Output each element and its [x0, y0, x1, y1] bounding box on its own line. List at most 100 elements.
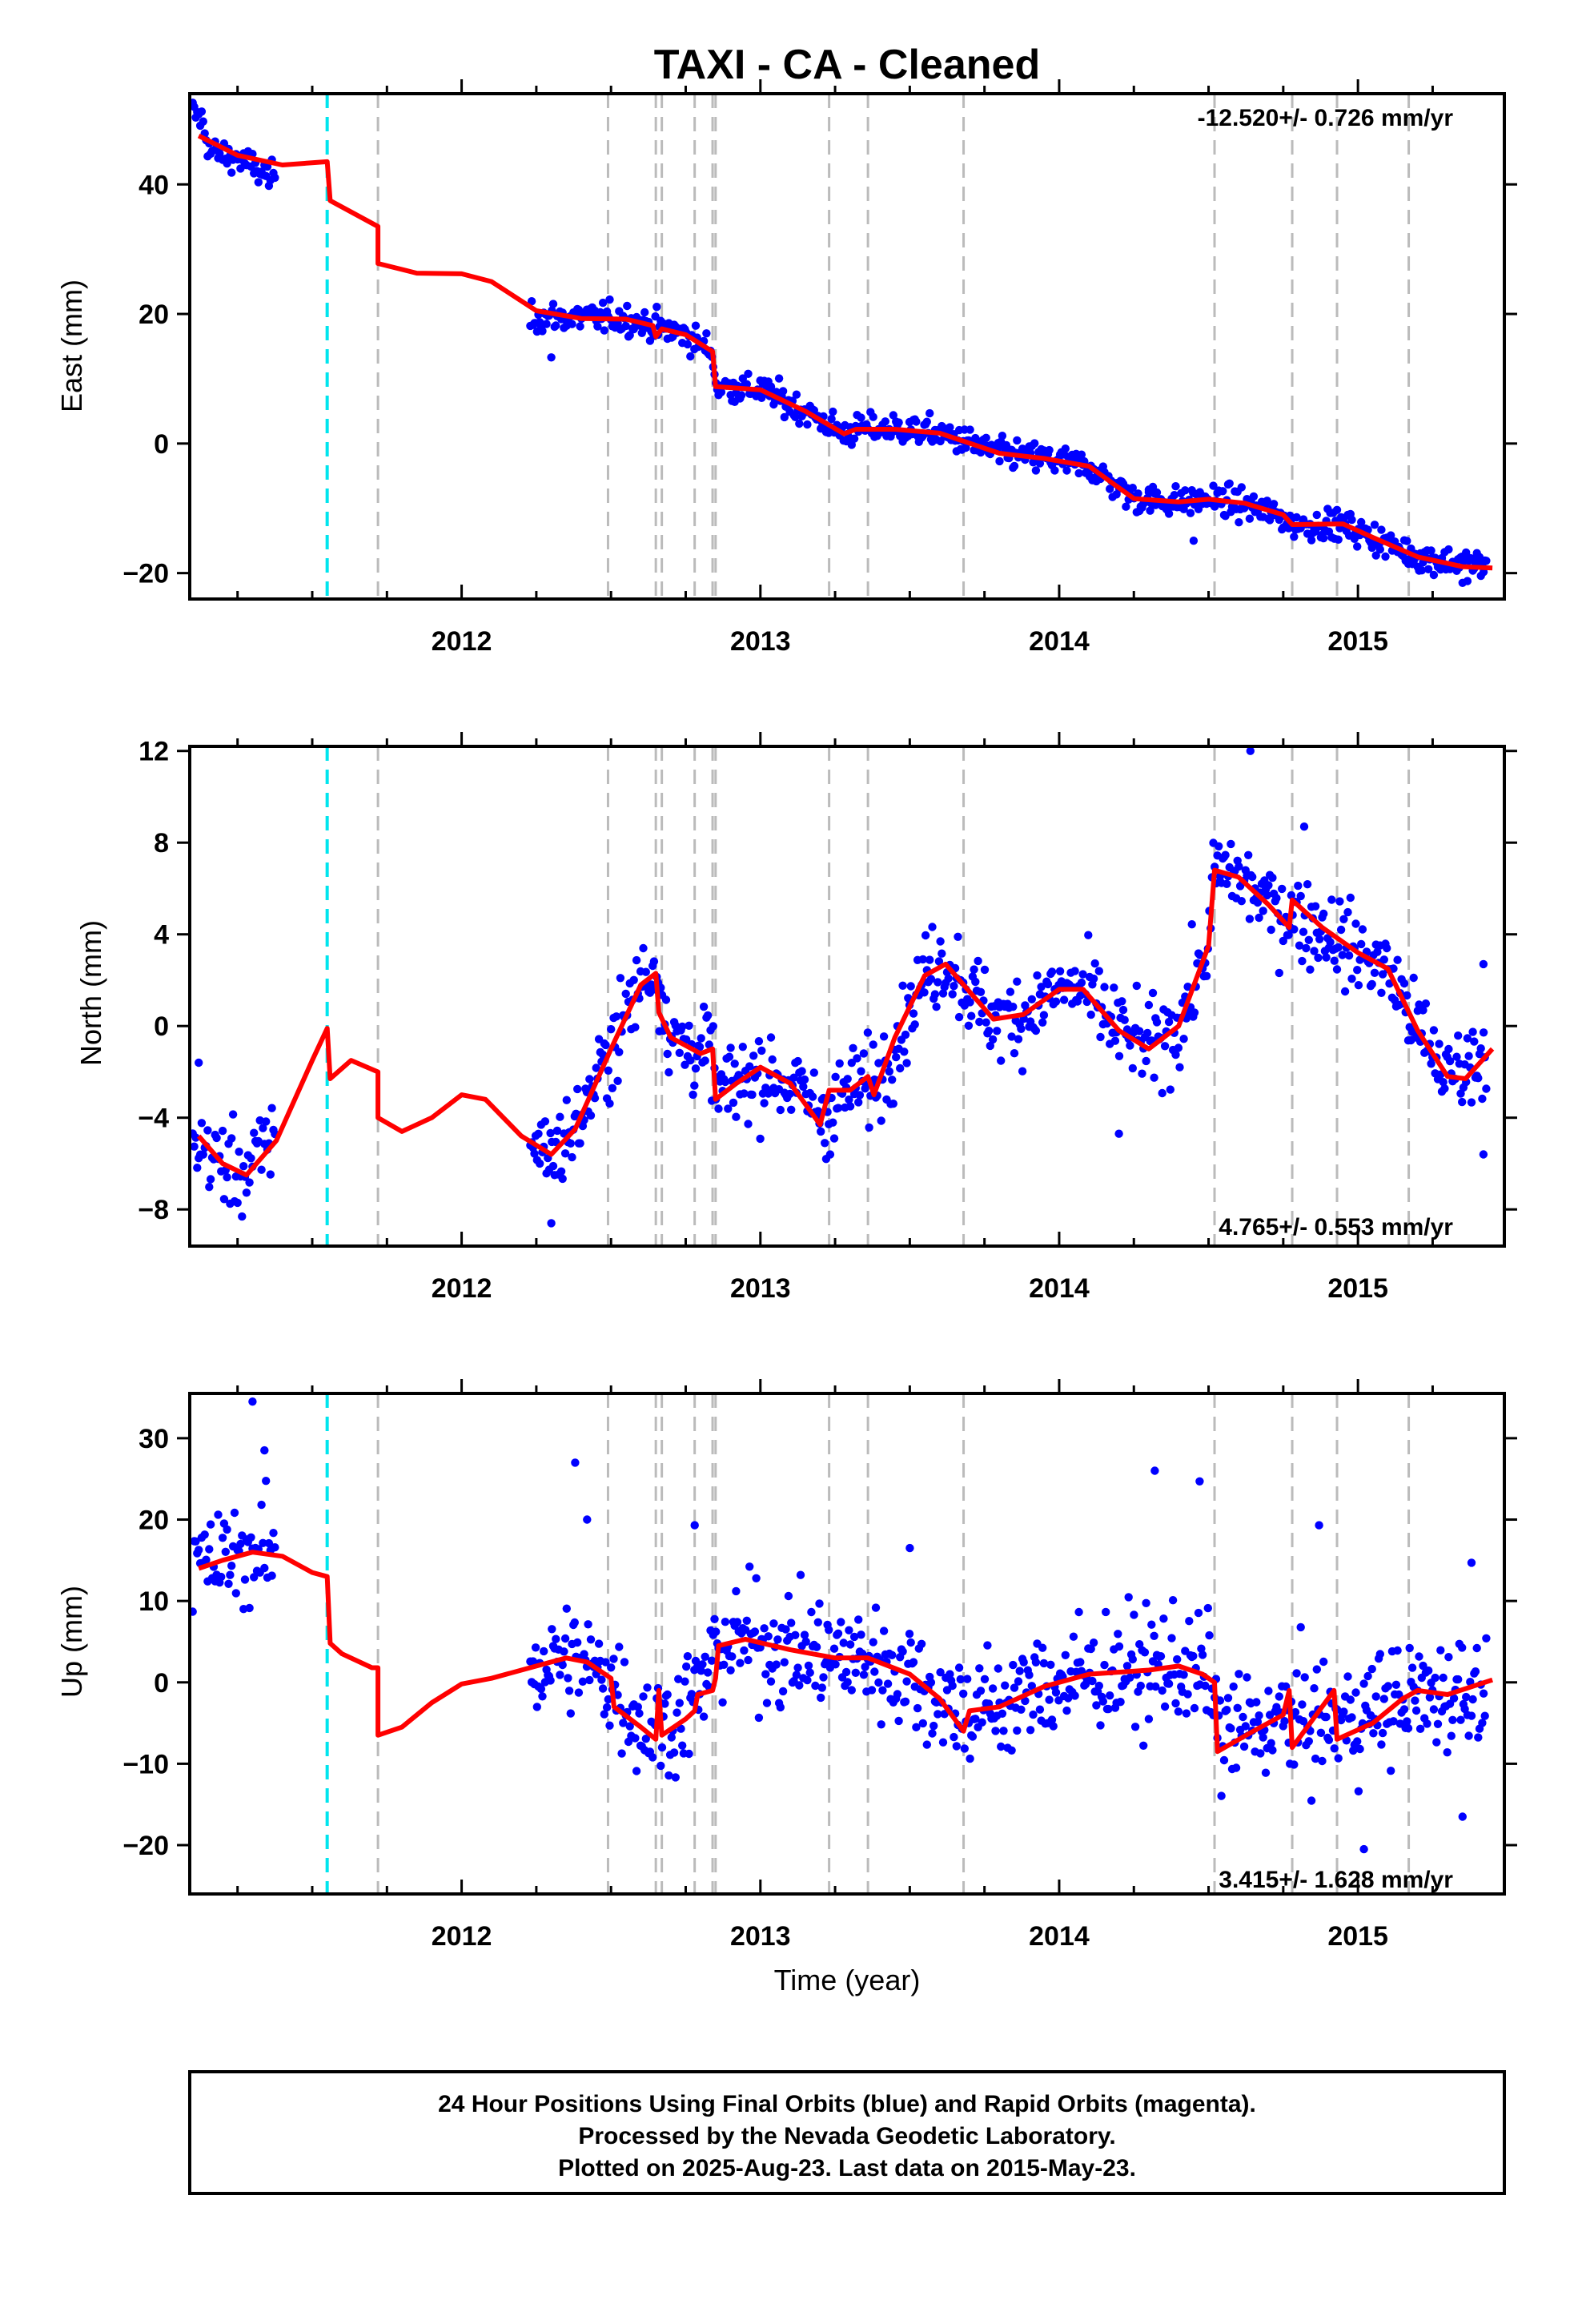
data-point — [1253, 1717, 1263, 1727]
data-point — [697, 1667, 705, 1675]
data-point — [605, 1099, 614, 1108]
data-point — [785, 1089, 794, 1099]
data-point — [997, 1742, 1006, 1751]
data-point — [1026, 1726, 1035, 1735]
data-point — [982, 1018, 990, 1027]
data-point — [631, 1734, 640, 1743]
data-point — [762, 1699, 772, 1707]
data-point — [1292, 1669, 1301, 1678]
data-point — [1174, 1707, 1183, 1716]
data-point — [781, 1625, 790, 1634]
data-point — [623, 301, 632, 311]
data-point — [548, 300, 558, 308]
data-point — [242, 1188, 251, 1197]
data-point — [732, 1112, 741, 1121]
data-point — [909, 1009, 918, 1018]
data-point — [1339, 1707, 1348, 1716]
data-point — [1100, 983, 1109, 991]
plot-area-east: 2012 2013 2014 2015 −20 0 20 40 — [122, 79, 1517, 657]
data-point — [667, 1733, 676, 1742]
data-point — [1431, 1673, 1439, 1683]
data-point — [1439, 1673, 1447, 1683]
data-point — [1367, 979, 1376, 989]
data-point — [1096, 1721, 1105, 1730]
data-point — [1233, 1703, 1242, 1712]
data-point — [1471, 1667, 1480, 1676]
data-point — [226, 1570, 235, 1579]
data-point — [954, 1663, 964, 1672]
data-point — [1436, 1646, 1445, 1655]
data-point — [528, 1657, 537, 1666]
data-point — [1445, 1056, 1455, 1066]
data-point — [1146, 506, 1154, 515]
data-point — [1094, 967, 1104, 975]
data-point — [1462, 1692, 1471, 1702]
data-point — [1014, 1035, 1023, 1043]
data-point — [843, 1075, 852, 1084]
data-point — [776, 1105, 785, 1115]
data-point — [795, 1681, 804, 1690]
data-point — [1069, 1632, 1078, 1641]
data-point — [761, 1670, 770, 1679]
data-point — [1142, 1056, 1150, 1066]
data-point — [1332, 965, 1342, 974]
x-tick-label: 2012 — [432, 1273, 492, 1304]
data-point — [744, 369, 753, 378]
data-point — [1209, 481, 1218, 490]
data-point — [690, 1081, 699, 1090]
data-point — [869, 412, 877, 421]
data-point — [1237, 897, 1247, 906]
data-point — [742, 1616, 751, 1626]
data-point — [1444, 1044, 1453, 1054]
data-point — [1322, 1712, 1331, 1722]
data-point — [1359, 1844, 1368, 1854]
data-point — [912, 1723, 921, 1731]
data-point — [1047, 967, 1057, 976]
data-point — [1243, 1673, 1251, 1682]
data-point — [1383, 943, 1391, 953]
data-point — [744, 1655, 753, 1665]
data-point — [675, 1699, 684, 1707]
data-point — [885, 1067, 894, 1076]
data-point — [1403, 991, 1411, 1000]
data-point — [568, 1152, 576, 1162]
data-point — [552, 1126, 562, 1136]
data-point — [1330, 956, 1339, 965]
data-point — [1059, 995, 1069, 1004]
data-point — [902, 1677, 911, 1686]
data-point — [538, 327, 547, 336]
data-point — [766, 1033, 776, 1042]
y-tick-label: −20 — [122, 559, 169, 589]
data-point — [675, 1048, 684, 1058]
y-tick-label: 8 — [154, 828, 169, 858]
data-point — [845, 1095, 853, 1104]
data-point — [966, 1754, 974, 1763]
data-point — [1010, 1049, 1019, 1058]
data-point — [841, 1667, 851, 1677]
data-point — [738, 1043, 747, 1051]
data-point — [637, 328, 646, 337]
data-point — [230, 1508, 239, 1518]
data-point — [1104, 1704, 1113, 1714]
data-point — [191, 1133, 200, 1142]
data-point — [625, 1722, 634, 1731]
data-point — [600, 326, 608, 335]
data-point — [682, 1035, 691, 1044]
data-point — [757, 1046, 766, 1055]
data-point — [1334, 535, 1343, 544]
x-tick-label: 2015 — [1327, 1273, 1388, 1304]
data-point — [922, 1740, 932, 1749]
data-point — [976, 987, 986, 997]
data-point — [1315, 935, 1324, 944]
data-point — [1219, 487, 1227, 496]
data-point — [1267, 1739, 1275, 1747]
data-point — [1292, 513, 1301, 522]
data-point — [239, 1162, 248, 1171]
data-point — [1050, 466, 1059, 475]
data-point — [686, 1055, 695, 1065]
data-point — [1229, 1682, 1238, 1691]
data-point — [1280, 1717, 1289, 1726]
data-point — [791, 1630, 800, 1640]
data-point — [562, 1604, 571, 1613]
data-point — [689, 1090, 697, 1100]
